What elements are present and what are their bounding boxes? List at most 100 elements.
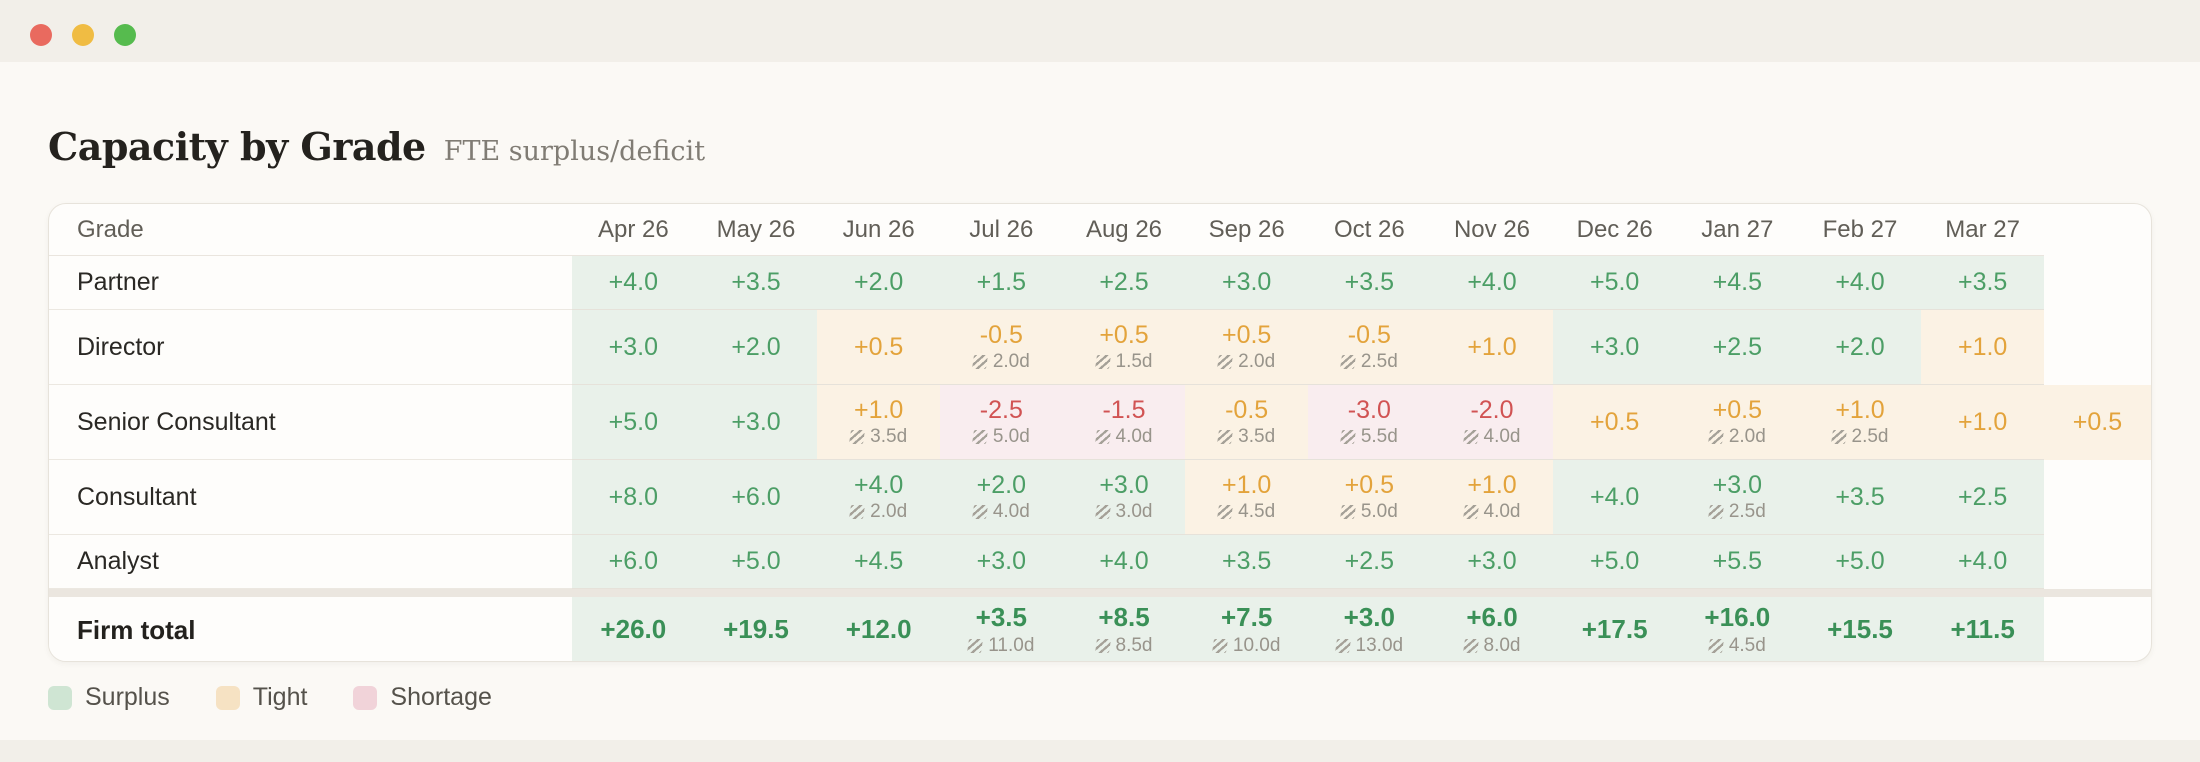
cell-value: +3.5 [1835, 482, 1885, 511]
cell-value: +5.0 [731, 547, 781, 576]
cell-value: +1.0 [1221, 470, 1272, 499]
page-title: Capacity by Grade [48, 124, 426, 169]
capacity-cell: +4.0 [1062, 535, 1186, 589]
column-header-nov-26: Nov 26 [1430, 204, 1554, 256]
capacity-cell: +4.0 [1553, 460, 1676, 535]
cell-value: +2.0 [1835, 332, 1885, 361]
capacity-cell: +4.0 [1921, 535, 2044, 589]
booked-days: 5.0d [1339, 501, 1398, 523]
row-gutter [2044, 256, 2151, 310]
legend-item-tight: Tight [215, 683, 307, 712]
cell-value: +3.5 [1344, 268, 1394, 297]
capacity-cell: +3.0 [694, 385, 818, 460]
capacity-cell: +26.0 [572, 597, 695, 661]
capacity-cell: +3.5 [1921, 256, 2044, 310]
capacity-cell: +2.5 [1921, 460, 2044, 535]
capacity-cell: +6.0 8.0d [1430, 597, 1554, 661]
column-header-sep-26: Sep 26 [1185, 204, 1308, 256]
cell-value: +2.0 [976, 470, 1026, 499]
table-row-firm-total: Firm total +26.0 +19.5 +12.0 +3.5 11.0d +8.5 8.… [49, 597, 2151, 661]
booked-days: 8.5d [1094, 635, 1152, 657]
capacity-cell: +7.5 10.0d [1185, 597, 1308, 661]
capacity-cell: +4.0 2.0d [817, 460, 940, 535]
booked-days: 4.5d [1217, 501, 1275, 523]
cell-value: +6.0 [731, 482, 781, 511]
cell-value: +4.0 [1957, 547, 2008, 576]
row-label: Analyst [49, 535, 572, 589]
column-header-feb-27: Feb 27 [1798, 204, 1922, 256]
cell-value: +1.0 [1835, 395, 1885, 424]
booked-days: 3.5d [1217, 426, 1275, 448]
capacity-cell: +12.0 [817, 597, 940, 661]
hatch-icon [1094, 505, 1111, 520]
cell-value: +4.0 [1099, 547, 1149, 576]
cell-value: +6.0 [1466, 602, 1518, 633]
capacity-cell: +16.0 4.5d [1675, 597, 1799, 661]
minimize-button[interactable] [72, 24, 94, 46]
booked-days: 2.0d [849, 501, 907, 523]
cell-value: +0.5 [1221, 320, 1272, 349]
legend-label: Surplus [85, 683, 170, 711]
booked-days: 2.5d [1339, 351, 1398, 373]
hatch-icon [1094, 638, 1111, 653]
cell-value: +2.0 [731, 332, 781, 361]
capacity-cell: +1.0 4.0d [1430, 460, 1554, 535]
capacity-cell: +6.0 [694, 460, 818, 535]
row-label: Director [49, 310, 572, 385]
hatch-icon [849, 430, 866, 445]
cell-value: +1.0 [1957, 332, 2008, 361]
capacity-cell: +1.0 3.5d [817, 385, 940, 460]
cell-value: +3.0 [1099, 470, 1149, 499]
legend-swatch [353, 685, 378, 710]
hatch-icon [1339, 505, 1356, 520]
hatch-icon [967, 638, 984, 653]
capacity-table-card: Grade Apr 26 May 26 Jun 26 Jul 26 Aug 26 Sep 2… [48, 203, 2152, 662]
capacity-cell: +3.5 [694, 256, 818, 310]
cell-value: +5.0 [1589, 547, 1640, 576]
capacity-cell: -0.5 2.5d [1307, 310, 1431, 385]
hatch-icon [1339, 430, 1356, 445]
hatch-icon [1707, 505, 1724, 520]
capacity-cell: +3.5 [1307, 256, 1431, 310]
row-label: Partner [49, 256, 572, 310]
cell-value: +3.0 [976, 547, 1026, 576]
capacity-cell: +3.5 [1798, 460, 1922, 535]
capacity-cell: +2.5 [1675, 310, 1799, 385]
header-gutter [2044, 204, 2151, 256]
capacity-cell: +17.5 [1553, 597, 1676, 661]
cell-value: +3.5 [731, 268, 781, 297]
zoom-button[interactable] [114, 24, 136, 46]
row-gutter [2044, 597, 2151, 661]
column-header-apr-26: Apr 26 [572, 204, 695, 256]
cell-value: +4.0 [853, 470, 904, 499]
hatch-icon [1707, 638, 1724, 653]
cell-value: +3.0 [1589, 332, 1640, 361]
overflow-cell: +0.5 [2043, 385, 2151, 460]
capacity-cell: +1.0 [1921, 310, 2044, 385]
capacity-cell: +8.5 8.5d [1062, 597, 1186, 661]
booked-days: 2.0d [971, 351, 1030, 373]
booked-days: 2.5d [1830, 426, 1888, 448]
legend-swatch [215, 685, 240, 710]
booked-days: 2.0d [1707, 426, 1766, 448]
column-header-aug-26: Aug 26 [1062, 204, 1186, 256]
capacity-cell: +0.5 [1553, 385, 1676, 460]
total-divider [49, 589, 2151, 597]
capacity-cell: +15.5 [1798, 597, 1922, 661]
cell-value: +3.5 [1221, 547, 1272, 576]
hatch-icon [1339, 355, 1356, 370]
capacity-cell: +5.0 [1553, 535, 1676, 589]
column-header-oct-26: Oct 26 [1307, 204, 1431, 256]
capacity-cell: +2.0 [1798, 310, 1922, 385]
cell-value: +1.5 [976, 268, 1026, 297]
cell-value: +4.0 [1835, 268, 1885, 297]
capacity-cell: +1.0 2.5d [1798, 385, 1922, 460]
cell-value: -3.0 [1347, 395, 1391, 424]
capacity-cell: +3.0 13.0d [1307, 597, 1431, 661]
row-label: Firm total [49, 597, 572, 661]
cell-value: +1.0 [1467, 470, 1517, 499]
cell-value: +8.5 [1098, 602, 1150, 633]
page-header: Capacity by Grade FTE surplus/deficit [48, 124, 705, 169]
close-button[interactable] [30, 24, 52, 46]
cell-value: +2.5 [1099, 268, 1149, 297]
